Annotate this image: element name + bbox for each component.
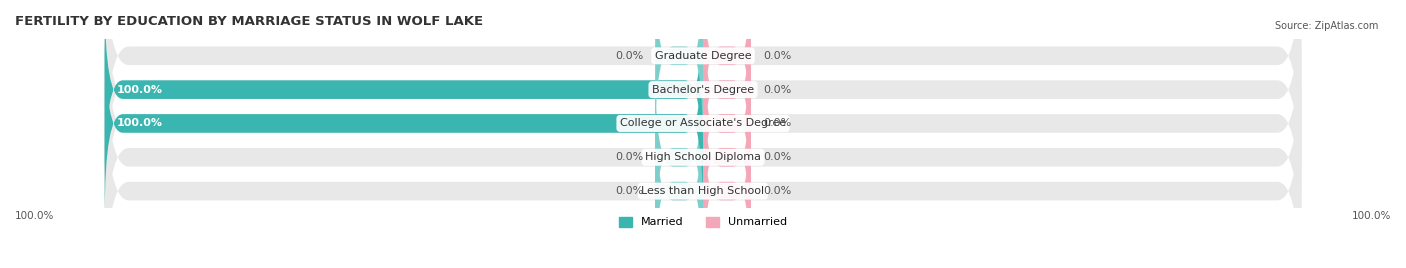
Text: High School Diploma: High School Diploma <box>645 152 761 162</box>
FancyBboxPatch shape <box>104 0 703 182</box>
Text: 0.0%: 0.0% <box>763 51 792 61</box>
FancyBboxPatch shape <box>104 31 703 216</box>
FancyBboxPatch shape <box>703 0 751 148</box>
FancyBboxPatch shape <box>703 0 751 182</box>
FancyBboxPatch shape <box>703 31 751 216</box>
Text: 0.0%: 0.0% <box>614 152 643 162</box>
Text: 100.0%: 100.0% <box>117 85 163 95</box>
FancyBboxPatch shape <box>104 65 1302 268</box>
FancyBboxPatch shape <box>703 99 751 268</box>
Text: 0.0%: 0.0% <box>763 118 792 128</box>
Text: 0.0%: 0.0% <box>614 186 643 196</box>
Text: 100.0%: 100.0% <box>15 211 55 221</box>
FancyBboxPatch shape <box>104 31 1302 268</box>
Text: Bachelor's Degree: Bachelor's Degree <box>652 85 754 95</box>
Text: FERTILITY BY EDUCATION BY MARRIAGE STATUS IN WOLF LAKE: FERTILITY BY EDUCATION BY MARRIAGE STATU… <box>15 15 484 28</box>
FancyBboxPatch shape <box>655 0 703 148</box>
FancyBboxPatch shape <box>104 0 1302 216</box>
Text: 0.0%: 0.0% <box>763 85 792 95</box>
Text: Less than High School: Less than High School <box>641 186 765 196</box>
Text: 0.0%: 0.0% <box>763 152 792 162</box>
FancyBboxPatch shape <box>104 0 1302 182</box>
Text: College or Associate's Degree: College or Associate's Degree <box>620 118 786 128</box>
Legend: Married, Unmarried: Married, Unmarried <box>613 211 793 233</box>
FancyBboxPatch shape <box>104 0 1302 250</box>
Text: 100.0%: 100.0% <box>1351 211 1391 221</box>
Text: Source: ZipAtlas.com: Source: ZipAtlas.com <box>1274 21 1378 31</box>
Text: 100.0%: 100.0% <box>117 118 163 128</box>
Text: 0.0%: 0.0% <box>763 186 792 196</box>
Text: Graduate Degree: Graduate Degree <box>655 51 751 61</box>
FancyBboxPatch shape <box>655 99 703 268</box>
FancyBboxPatch shape <box>703 65 751 250</box>
Text: 0.0%: 0.0% <box>614 51 643 61</box>
FancyBboxPatch shape <box>655 65 703 250</box>
